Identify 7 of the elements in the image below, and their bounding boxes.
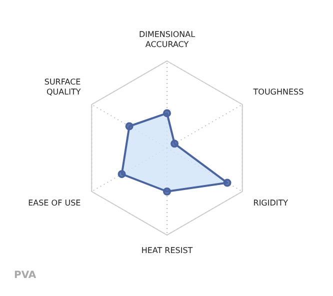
spoke-label: DIMENSIONAL ACCURACY: [138, 30, 196, 49]
spoke-label: SURFACE QUALITY: [44, 78, 81, 96]
spoke-label: RIGIDITY: [253, 198, 288, 208]
spoke-label: EASE OF USE: [28, 198, 81, 208]
spoke-label: TOUGHNESS: [252, 88, 304, 96]
spoke-label: HEAT RESIST: [141, 246, 193, 255]
text: PVA: [14, 270, 36, 281]
